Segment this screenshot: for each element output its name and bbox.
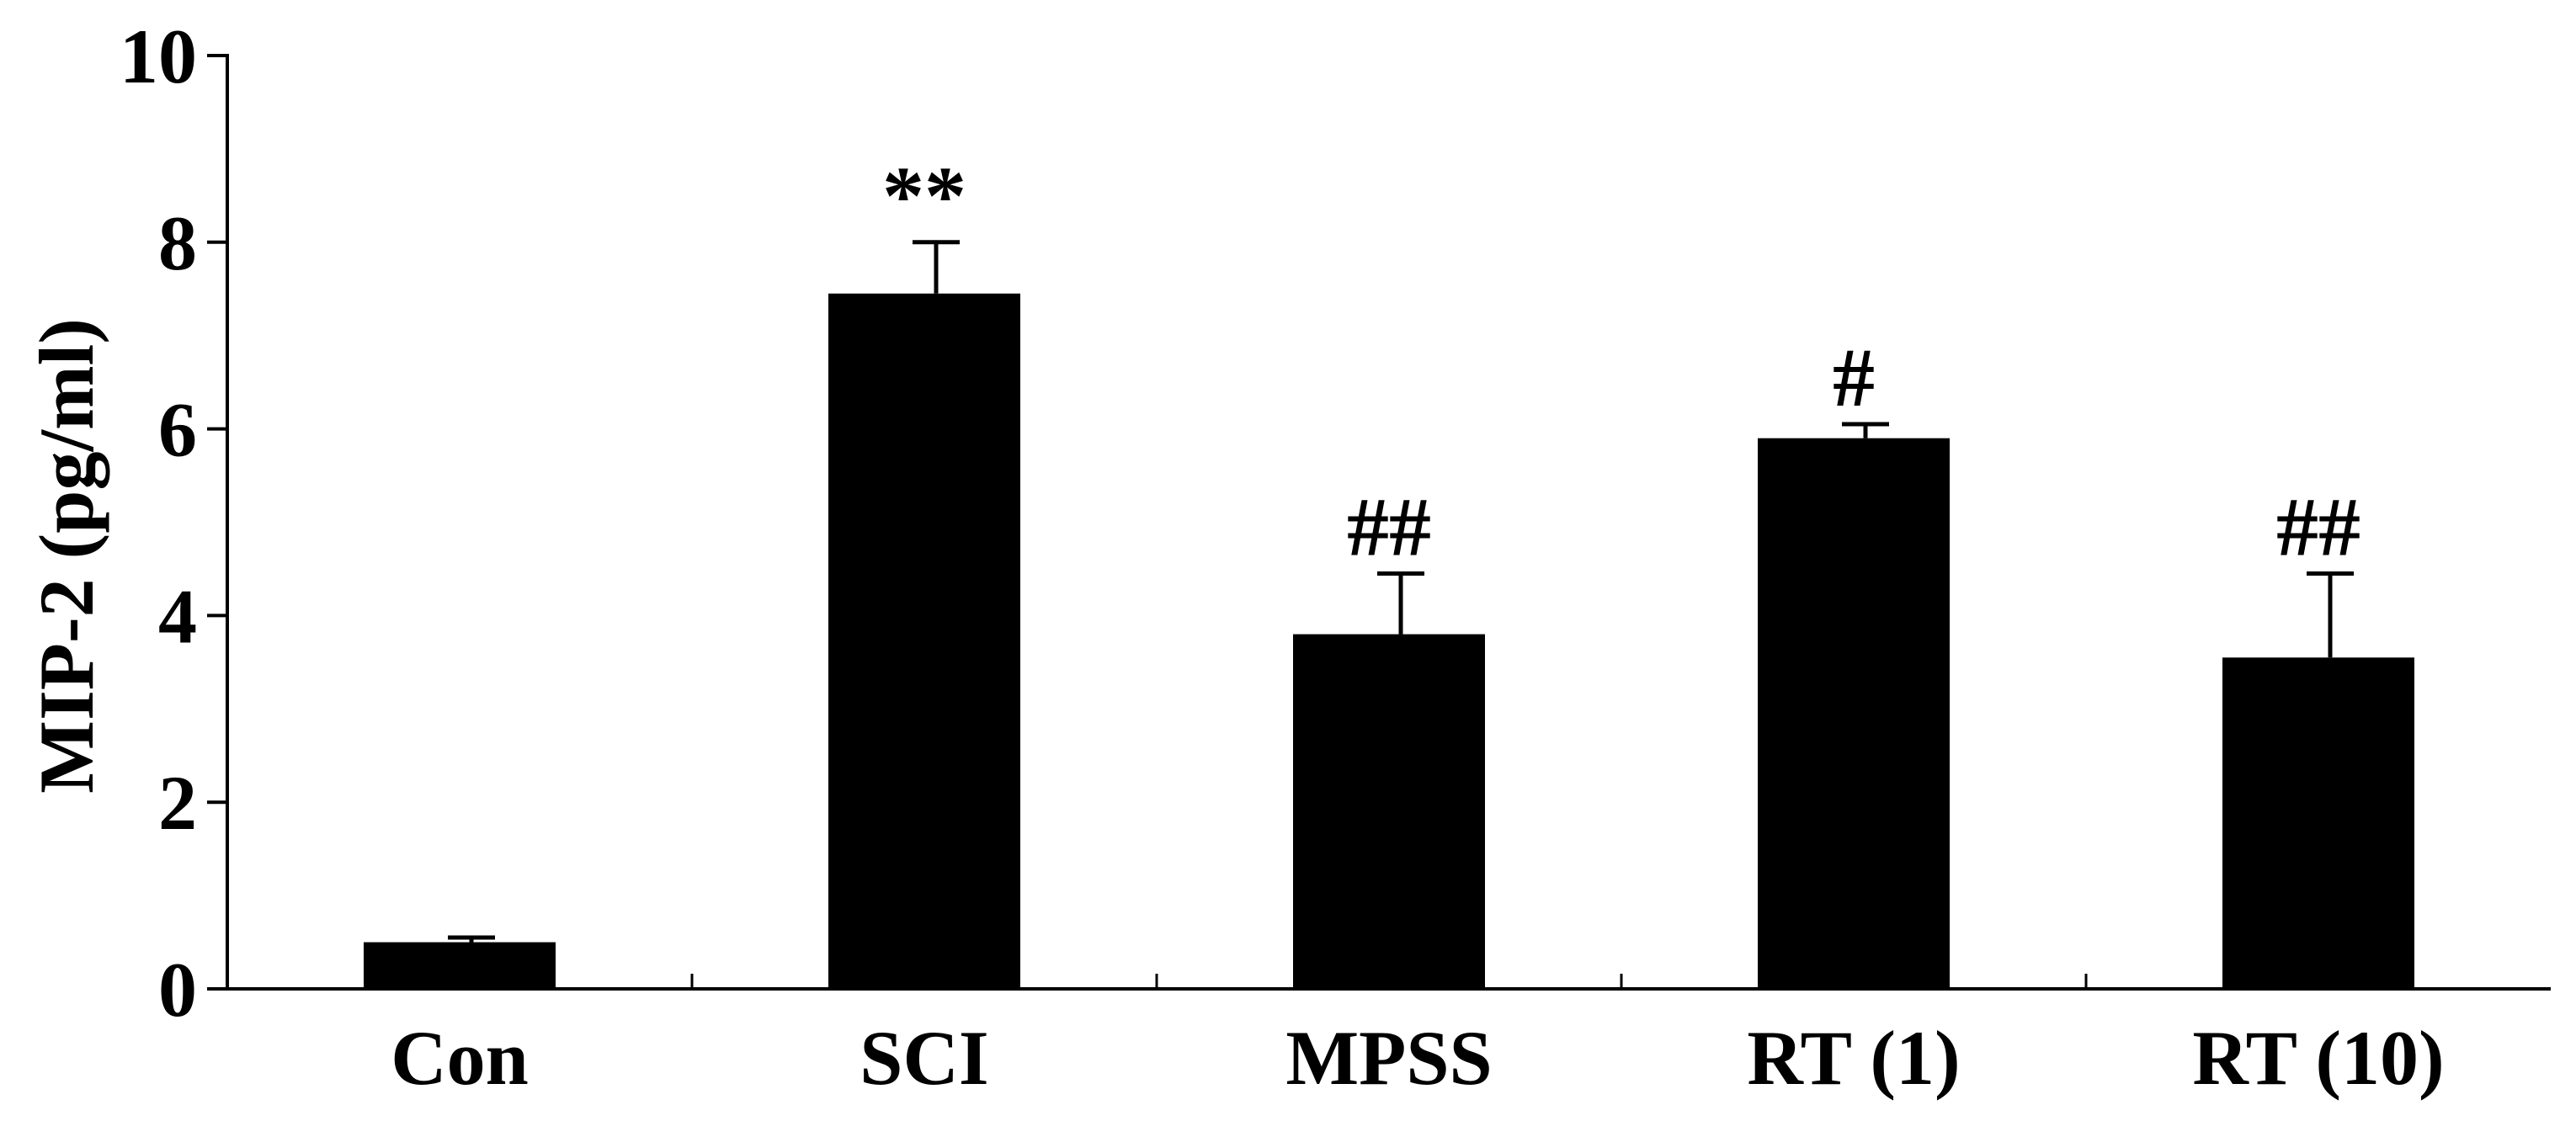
y-axis-ticks: 0 2 4 6 8 10 [120,13,227,1033]
bars [364,293,2414,989]
significance-marker: ** [882,149,966,242]
significance-marker: # [1833,331,1875,424]
bar [828,293,1020,989]
bar [1293,634,1485,989]
y-tick-label: 6 [158,387,197,473]
category-labels: Con SCI MPSS RT (1) RT (10) [391,1015,2444,1101]
y-tick-label: 4 [158,573,197,659]
x-axis-ticks [690,974,2088,989]
y-axis-label-group: MIP-2 (pg/ml) [24,318,109,794]
bar [364,942,556,989]
y-tick-label: 0 [158,947,197,1033]
significance-marker: ## [2276,480,2360,573]
category-label: RT (10) [2192,1015,2444,1101]
significance-annotations: **##### [882,149,2360,574]
y-tick-label: 2 [158,760,197,846]
bar [1758,438,1950,989]
bar [2222,657,2414,989]
significance-marker: ## [1347,480,1431,573]
category-label: SCI [860,1015,988,1101]
category-label: RT (1) [1747,1015,1960,1101]
category-label: Con [391,1015,529,1101]
error-bars [448,240,2354,943]
y-axis-label: MIP-2 (pg/ml) [24,318,109,794]
category-label: MPSS [1285,1015,1492,1101]
y-tick-label: 10 [120,13,197,99]
y-tick-label: 8 [158,200,197,286]
